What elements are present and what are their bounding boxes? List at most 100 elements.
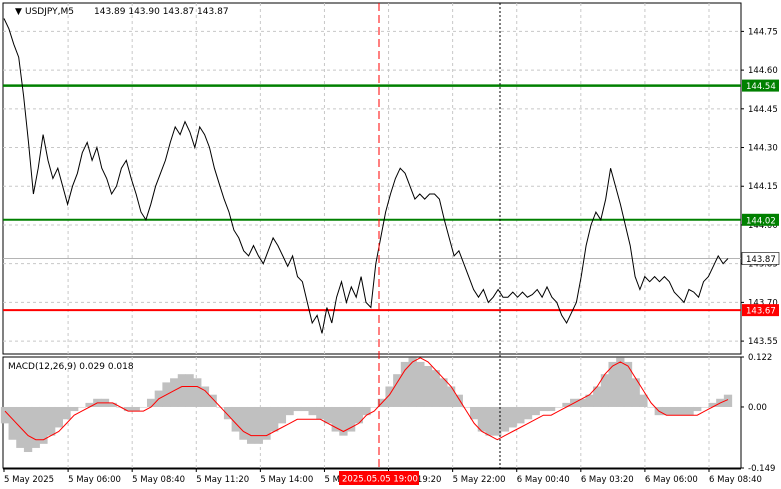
macd-y-axis: 0.122 0.00 -0.149 <box>741 353 775 474</box>
macd-hist-bar <box>0 406 10 424</box>
price-panel-frame <box>2 2 742 355</box>
macd-hist-bar <box>8 406 17 440</box>
macd-hist-bar <box>685 406 694 416</box>
macd-hist-bar <box>677 406 686 416</box>
macd-hist-bar <box>85 402 94 407</box>
level-label-144.54: 144.54 <box>746 82 776 92</box>
level-labels: 144.54 144.02 143.67 143.87 <box>741 79 780 317</box>
price-tick-label: 144.45 <box>748 105 778 115</box>
macd-hist-bar <box>593 386 602 407</box>
macd-hist-bar <box>446 386 456 407</box>
macd-hist-bar <box>562 402 571 407</box>
macd-hist-bar <box>400 361 410 407</box>
price-grid <box>3 3 741 354</box>
macd-hist-bar <box>354 406 363 424</box>
macd-hist-bar <box>308 406 317 416</box>
time-tick-label: 6 May 06:00 <box>645 475 698 485</box>
macd-hist-bar <box>339 406 348 436</box>
macd-hist-bar <box>277 406 287 424</box>
price-tick-label: 144.00 <box>748 221 778 231</box>
time-tick-label: 5 May 06:00 <box>68 475 121 485</box>
price-tick-label: 144.30 <box>748 144 778 154</box>
macd-hist-bar <box>47 406 56 436</box>
macd-hist-bar <box>723 394 733 407</box>
current-price-tag <box>741 252 780 265</box>
macd-hist-bar <box>608 361 617 407</box>
macd-hist-bar <box>346 406 356 432</box>
price-tick-label: 143.70 <box>748 298 778 308</box>
symbol-label: USDJPY,M5 <box>25 7 74 17</box>
macd-hist-bar <box>123 406 133 412</box>
time-tick-label: 5 May 22:00 <box>453 475 506 485</box>
macd-hist-bar <box>185 374 194 407</box>
time-tick-label: 6 May 08:40 <box>709 475 762 485</box>
macd-hist-bar <box>585 394 594 407</box>
price-line <box>3 18 729 334</box>
macd-hist-bar <box>139 406 148 408</box>
macd-hist-bar <box>285 406 294 416</box>
time-tick-label: 6 May 00:40 <box>517 475 570 485</box>
macd-hist-bar <box>500 406 510 432</box>
current-price-label: 143.87 <box>746 255 776 265</box>
macd-hist-bar <box>485 406 494 436</box>
macd-hist-bar <box>316 406 325 420</box>
macd-hist-bar <box>516 406 525 424</box>
macd-hist-bar <box>600 374 610 407</box>
macd-hist-bar <box>577 398 587 407</box>
macd-hist-bar <box>454 394 463 407</box>
macd-hist-bar <box>708 402 717 407</box>
macd-hist-bar <box>470 406 479 420</box>
macd-hist-bar <box>639 394 648 407</box>
macd-histogram <box>0 357 733 453</box>
macd-hist-bar <box>77 406 87 408</box>
time-tick-label: 5 May 14:00 <box>260 475 313 485</box>
macd-hist-bar <box>646 406 656 408</box>
level-tag-144.54 <box>742 79 779 92</box>
macd-hist-bar <box>270 406 279 432</box>
macd-tick-label: 0.122 <box>748 353 772 363</box>
macd-hist-bar <box>200 386 210 407</box>
macd-hist-bar <box>393 374 402 407</box>
macd-hist-bar <box>31 406 40 448</box>
macd-hist-bar <box>54 406 63 428</box>
macd-hist-bar <box>423 366 433 407</box>
macd-hist-bar <box>662 406 671 416</box>
macd-hist-bar <box>670 406 679 416</box>
time-tick-label: 6 May 03:20 <box>581 475 634 485</box>
level-label-144.02: 144.02 <box>746 216 776 226</box>
level-lines <box>3 84 741 312</box>
macd-grid <box>67 357 710 468</box>
macd-hist-bar <box>439 378 448 407</box>
macd-hist-bar <box>623 361 633 407</box>
macd-hist-bar <box>70 406 79 412</box>
macd-hist-bar <box>193 378 202 407</box>
header-dropdown-arrow[interactable]: ▼ <box>15 7 22 17</box>
level-tag-144.02 <box>742 213 779 226</box>
macd-hist-bar <box>508 406 517 428</box>
macd-hist-bar <box>523 406 533 420</box>
macd-hist-bar <box>431 370 440 407</box>
macd-hist-bar <box>331 406 340 432</box>
macd-hist-bar <box>23 406 33 453</box>
macd-hist-bar <box>385 386 394 407</box>
macd-hist-bar <box>493 406 502 436</box>
macd-hist-bar <box>231 406 240 432</box>
macd-hist-bar <box>554 406 563 408</box>
macd-hist-bar <box>170 378 179 407</box>
macd-hist-bar <box>146 398 156 407</box>
time-axis: 5 May 2025 5 May 06:00 5 May 08:40 5 May 11… <box>3 468 762 485</box>
macd-hist-bar <box>300 406 310 412</box>
price-series <box>3 18 729 334</box>
macd-signal-line <box>4 357 729 441</box>
macd-hist-bar <box>131 406 140 412</box>
macd-hist-bar <box>408 357 417 407</box>
ohlc-label: 143.89 143.90 143.87 143.87 <box>94 7 229 17</box>
macd-label: MACD(12,26,9) 0.029 0.018 <box>8 362 134 372</box>
macd-hist-bar <box>254 406 263 444</box>
macd-hist-bar <box>223 406 233 420</box>
macd-hist-bar <box>323 406 333 424</box>
macd-hist-bar <box>700 406 710 408</box>
price-panel: 144.75 144.60 144.45 144.30 144.15 144.00 143.… <box>2 2 780 355</box>
